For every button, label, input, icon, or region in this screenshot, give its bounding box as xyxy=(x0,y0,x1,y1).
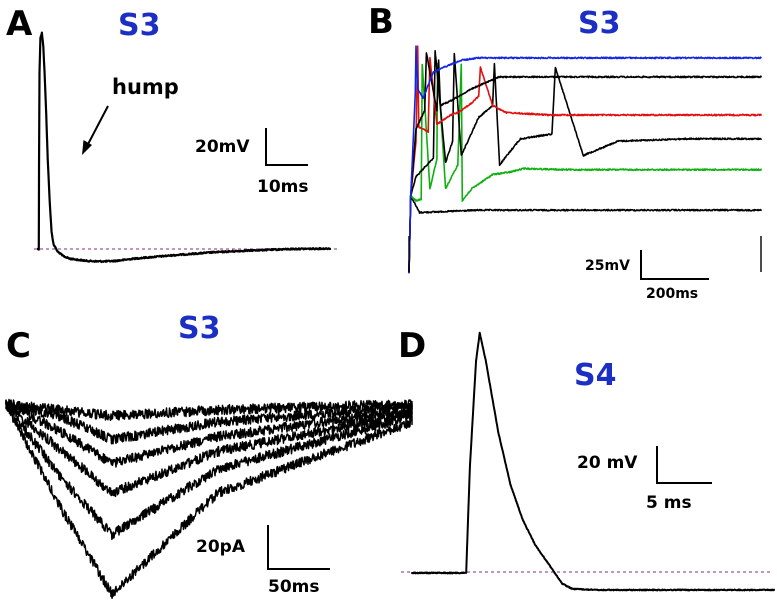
panel-b-letter: B xyxy=(368,2,394,42)
panel-c-scale-x: 50ms xyxy=(268,577,320,597)
panel-a-scale-x: 10ms xyxy=(257,177,309,197)
panel-b-title: S3 xyxy=(578,6,620,41)
panel-b-scale-y: 25mV xyxy=(585,258,630,274)
panel-a-letter: A xyxy=(6,4,33,44)
panel-a-plot xyxy=(36,31,332,264)
panel-a-title: S3 xyxy=(118,8,160,43)
panel-b-plot xyxy=(408,45,762,274)
panel-c-scale-y: 20pA xyxy=(196,537,246,557)
panel-b-scale-bar xyxy=(640,250,709,280)
panel-c-trace-3 xyxy=(5,399,413,468)
panel-c-trace-6 xyxy=(5,401,413,600)
panel-a-scale-bar xyxy=(265,128,308,166)
panel-d-scale-y: 20 mV xyxy=(577,453,638,473)
panel-b-scale-x: 200ms xyxy=(646,286,698,302)
panel-c-trace-2 xyxy=(5,399,413,445)
panel-b-trace-5 xyxy=(408,52,762,274)
panel-c-letter: C xyxy=(6,326,31,366)
panel-c-title: S3 xyxy=(178,311,220,346)
panel-c-trace-5 xyxy=(5,401,413,541)
panel-d-plot xyxy=(411,331,775,592)
panel-d-scale-x: 5 ms xyxy=(646,493,692,513)
panel-b-trace-6 xyxy=(408,45,762,274)
panel-a-hump-label: hump xyxy=(112,75,179,99)
panel-c-trace-1 xyxy=(5,398,413,422)
panel-a-hump-arrow xyxy=(82,105,109,155)
panel-d-scale-bar xyxy=(656,446,712,484)
panel-b-trace-4 xyxy=(408,45,762,274)
panel-d-letter: D xyxy=(398,326,426,366)
panel-c-scale-bar xyxy=(267,525,330,570)
panel-c-plot xyxy=(5,398,413,600)
panel-b-trace-2 xyxy=(408,62,762,273)
panel-b-trace-3 xyxy=(408,50,762,274)
panel-b-trace-1 xyxy=(408,195,762,273)
panel-c-trace-4 xyxy=(5,402,413,498)
panel-d-trace-1 xyxy=(411,331,775,592)
panel-a-scale-y: 20mV xyxy=(195,137,250,157)
panel-d-title: S4 xyxy=(574,358,616,393)
panel-a-trace-1 xyxy=(36,31,332,264)
